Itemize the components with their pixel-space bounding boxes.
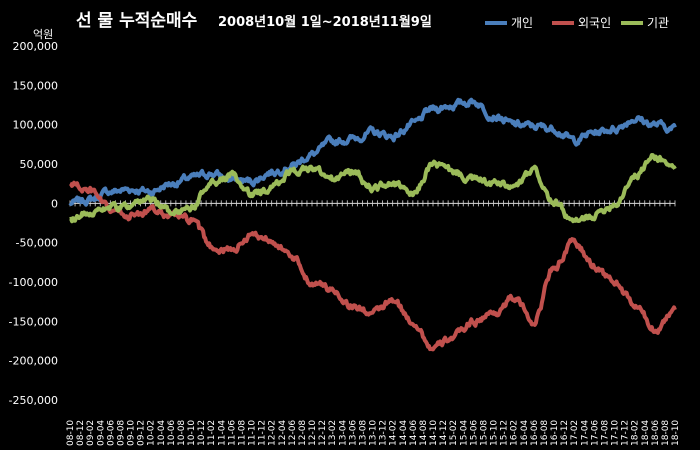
- chart-subtitle: 2008년10월 1일~2018년11월9일: [218, 14, 432, 30]
- x-tick-label: 14-02: [389, 420, 399, 446]
- x-tick-label: 10-10: [187, 420, 197, 446]
- x-tick-label: 14-10: [429, 420, 439, 446]
- x-tick-label: 18-06: [651, 420, 661, 446]
- y-tick-label: 0: [51, 197, 58, 210]
- x-tick-label: 13-08: [358, 420, 368, 446]
- x-tick-label: 12-06: [288, 420, 298, 446]
- y-tick-label: -250,000: [9, 394, 58, 407]
- x-tick-label: 11-04: [217, 420, 227, 446]
- y-tick-label: -200,000: [9, 355, 58, 368]
- x-tick-label: 12-02: [268, 420, 278, 446]
- y-tick-label: -50,000: [16, 237, 58, 250]
- x-tick-label: 11-06: [227, 420, 237, 446]
- x-tick-label: 09-08: [116, 420, 126, 446]
- x-tick-label: 16-02: [510, 420, 520, 446]
- x-tick-label: 17-02: [570, 420, 580, 446]
- x-tick-label: 17-06: [590, 420, 600, 446]
- x-tick-label: 15-04: [459, 420, 469, 446]
- x-tick-label: 16-12: [560, 420, 570, 446]
- x-tick-label: 14-06: [409, 420, 419, 446]
- legend-label: 개인: [511, 16, 533, 30]
- x-tick-label: 17-04: [580, 420, 590, 446]
- x-tick-label: 09-04: [96, 420, 106, 446]
- x-tick-label: 12-10: [308, 420, 318, 446]
- x-tick-label: 10-04: [157, 420, 167, 446]
- x-tick-label: 14-04: [399, 420, 409, 446]
- y-tick-label: 50,000: [20, 158, 59, 171]
- x-tick-label: 11-02: [207, 420, 217, 446]
- series-line-0: [68, 97, 677, 207]
- x-tick-label: 15-02: [449, 420, 459, 446]
- x-tick-label: 09-02: [86, 420, 96, 446]
- x-axis: 08-10 08-12 09-02 09-04 09-06 09-08 09-10 09-12…: [66, 200, 681, 446]
- x-tick-label: 08-12: [76, 420, 86, 446]
- x-tick-label: 10-02: [147, 420, 157, 446]
- x-tick-label: 15-06: [469, 420, 479, 446]
- y-tick-label: 100,000: [13, 119, 59, 132]
- y-axis-unit: 억원: [33, 28, 53, 41]
- series-line-2: [69, 153, 677, 224]
- y-tick-label: 150,000: [13, 79, 59, 92]
- x-tick-label: 13-04: [338, 420, 348, 446]
- x-tick-label: 13-02: [328, 420, 338, 446]
- legend: 개인 외국인 기관: [485, 16, 669, 30]
- x-tick-label: 15-10: [490, 420, 500, 446]
- x-tick-label: 16-04: [520, 420, 530, 446]
- y-tick-label: 200,000: [13, 40, 59, 53]
- y-tick-label: -150,000: [9, 315, 58, 328]
- x-tick-label: 15-12: [500, 420, 510, 446]
- x-tick-label: 11-10: [248, 420, 258, 446]
- x-tick-label: 16-06: [530, 420, 540, 446]
- x-tick-label: 10-08: [177, 420, 187, 446]
- x-tick-label: 12-12: [318, 420, 328, 446]
- x-tick-label: 14-08: [419, 420, 429, 446]
- x-tick-label: 10-06: [167, 420, 177, 446]
- x-tick-label: 13-10: [369, 420, 379, 446]
- x-tick-label: 11-12: [258, 420, 268, 446]
- legend-label: 기관: [647, 16, 669, 30]
- x-tick-label: 12-08: [298, 420, 308, 446]
- x-tick-label: 13-06: [348, 420, 358, 446]
- y-tick-label: -100,000: [9, 276, 58, 289]
- x-tick-label: 11-08: [237, 420, 247, 446]
- x-tick-label: 12-04: [278, 420, 288, 446]
- x-tick-label: 17-08: [600, 420, 610, 446]
- x-tick-label: 09-06: [106, 420, 116, 446]
- x-tick-label: 18-02: [631, 420, 641, 446]
- x-tick-label: 15-08: [479, 420, 489, 446]
- plot-area: [68, 97, 677, 352]
- legend-label: 외국인: [578, 16, 611, 30]
- x-tick-label: 18-04: [641, 420, 651, 446]
- x-tick-label: 09-12: [137, 420, 147, 446]
- x-tick-label: 09-10: [127, 420, 137, 446]
- chart-title: 선 물 누적순매수: [76, 11, 198, 31]
- y-axis: 200,000 150,000 100,000 50,000 0 -50,000 -100,…: [9, 40, 58, 407]
- x-tick-label: 17-12: [621, 420, 631, 446]
- x-tick-label: 17-10: [611, 420, 621, 446]
- x-tick-label: 08-10: [66, 420, 76, 446]
- x-tick-label: 14-12: [439, 420, 449, 446]
- x-tick-label: 10-12: [197, 420, 207, 446]
- x-tick-label: 16-10: [550, 420, 560, 446]
- x-tick-label: 18-08: [661, 420, 671, 446]
- x-tick-label: 16-08: [540, 420, 550, 446]
- x-tick-label: 18-10: [671, 420, 681, 446]
- x-tick-label: 13-12: [379, 420, 389, 446]
